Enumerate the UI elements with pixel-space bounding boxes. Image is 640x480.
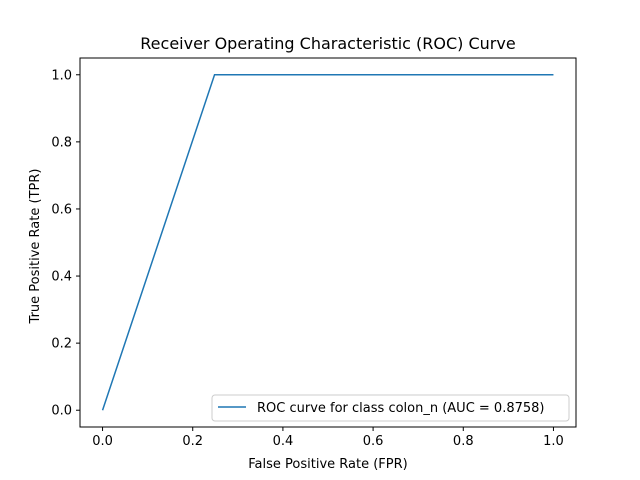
- y-axis-ticks: 0.0 0.2 0.4 0.6 0.8 1.0: [51, 68, 80, 419]
- y-tick-label: 0.0: [51, 404, 72, 419]
- y-tick-label: 0.4: [51, 270, 72, 285]
- roc-curve-line: [101, 74, 554, 411]
- x-axis-ticks: 0.0 0.2 0.4 0.6 0.8 1.0: [92, 427, 564, 449]
- y-tick-label: 0.2: [51, 337, 72, 352]
- y-tick-label: 0.6: [51, 202, 72, 217]
- x-tick-label: 0.0: [92, 434, 113, 449]
- y-tick-label: 0.8: [51, 135, 72, 150]
- chart-title: Receiver Operating Characteristic (ROC) …: [140, 34, 515, 53]
- x-tick-label: 0.4: [273, 434, 294, 449]
- x-tick-label: 1.0: [543, 434, 564, 449]
- legend-box: [211, 394, 570, 422]
- x-tick-label: 0.8: [453, 434, 474, 449]
- plot-area: [79, 57, 577, 428]
- y-axis-label: True Positive Rate (TPR): [28, 169, 43, 325]
- x-tick-label: 0.6: [363, 434, 384, 449]
- legend-label: ROC curve for class colon_n (AUC = 0.875…: [257, 401, 545, 416]
- x-tick-label: 0.2: [182, 434, 203, 449]
- x-axis-label: False Positive Rate (FPR): [248, 457, 407, 472]
- y-tick-label: 1.0: [51, 68, 72, 83]
- legend: ROC curve for class colon_n (AUC = 0.875…: [211, 394, 570, 422]
